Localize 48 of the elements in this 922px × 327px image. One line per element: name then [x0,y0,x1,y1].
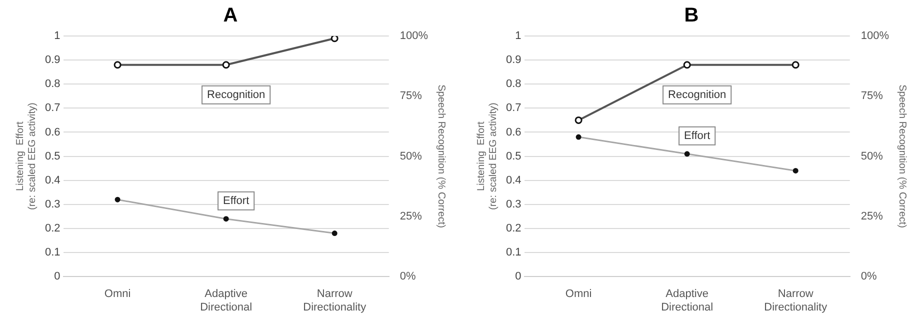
y-tick-label: 0.5 [506,150,522,162]
chart-title: A [223,4,238,27]
y2-tick-label: 100% [860,30,890,42]
series-label: Effort [684,130,710,142]
y2-tick-label: 50% [400,150,422,162]
y-axis-title: Listening Effort (re: scaled EEG activity) [14,102,38,210]
series-label: Recognition [668,88,726,101]
y2-tick-label: 0% [860,270,877,283]
y2-tick-label: 25% [860,210,884,222]
y-tick-label: 0 [515,270,522,283]
y-tick-label: 0.9 [44,54,60,66]
y-tick-label: 0.1 [506,246,522,259]
y2-axis-title: Speech Recognition (% Correct) [896,84,908,228]
y-tick-label: 0.9 [506,54,522,66]
y-tick-label: 0.1 [44,246,60,259]
y2-tick-label: 75% [860,90,884,102]
y-tick-label: 0.2 [506,222,522,235]
y2-tick-label: 75% [400,90,422,102]
y-tick-label: 1 [515,30,522,42]
y-tick-label: 0.7 [44,102,60,114]
y2-tick-label: 25% [400,210,422,222]
y-tick-label: 0.4 [506,174,522,186]
y-tick-label: 0.8 [44,78,60,90]
y-tick-label: 0.5 [44,150,60,162]
y-tick-label: 0.2 [44,222,60,235]
y-tick-label: 0 [54,270,60,283]
x-tick-label: Adaptive Directional [661,288,714,314]
series-label: Effort [223,194,250,207]
y-axis-title: Listening Effort (re: scaled EEG activity) [476,102,499,210]
y2-axis-title: Speech Recognition (% Correct) [435,84,446,228]
x-tick-label: Omni [104,288,131,300]
text: Recognition [207,88,266,101]
y2-tick-label: 50% [860,150,884,162]
x-tick-label: Omni [565,288,592,300]
y-tick-label: 0.4 [44,174,60,186]
y-tick-label: 0.6 [506,126,522,138]
y-tick-label: 0.8 [506,78,522,90]
y-tick-label: 1 [54,30,60,42]
y2-tick-label: 100% [400,30,428,42]
x-tick-label: Narrow Directionality [764,288,828,314]
x-tick-label: Adaptive Directional [200,288,252,314]
y-tick-label: 0.6 [44,126,60,138]
y-tick-label: 0.3 [506,198,522,210]
x-tick-label: Narrow Directionality [303,288,367,314]
y-tick-label: 0.7 [506,102,522,114]
chart-title: B [684,4,699,27]
y2-tick-label: 0% [400,270,416,283]
y-tick-label: 0.3 [44,198,60,210]
